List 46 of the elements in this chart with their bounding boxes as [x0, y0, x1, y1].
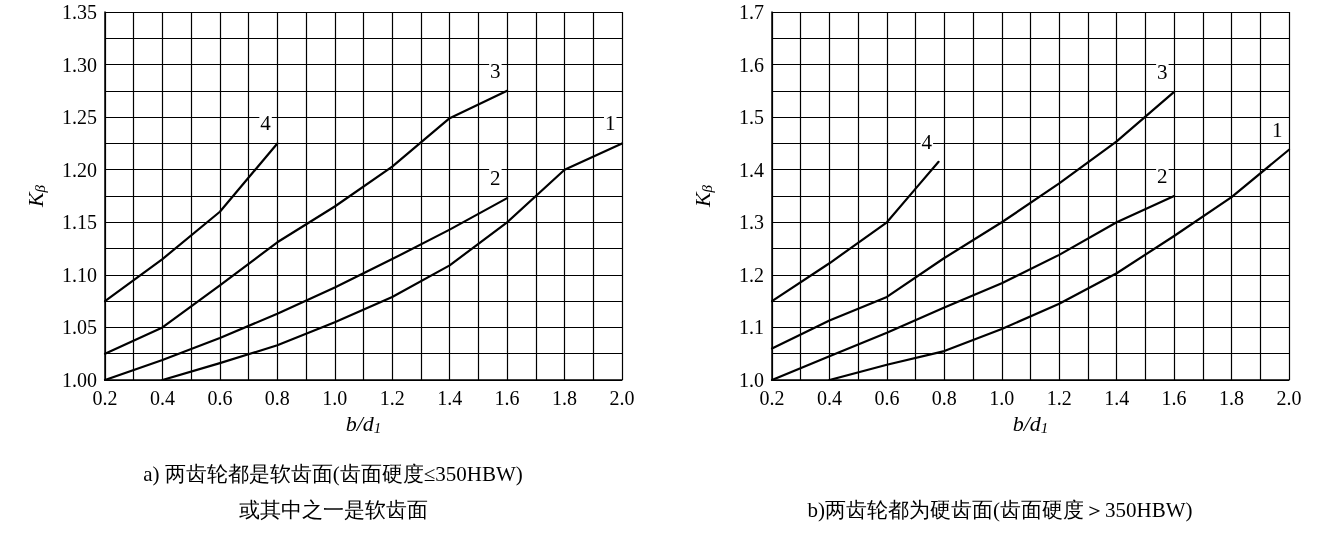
series-label: 1 [1272, 117, 1283, 142]
y-tick-label: 1.10 [62, 263, 97, 286]
text: a) 两齿轮都是软齿面(齿面硬度≤350HBW) 或其中之一是软齿面 [143, 462, 523, 522]
y-tick-label: 1.20 [62, 158, 97, 181]
y-tick-label: 1.25 [62, 106, 97, 129]
x-tick-label: 1.2 [379, 387, 405, 409]
x-tick-label: 1.6 [494, 387, 520, 409]
y-tick-label: 1.1 [739, 316, 764, 339]
series-label: 1 [605, 111, 616, 136]
x-tick-label: 0.8 [264, 387, 290, 409]
x-tick-label: 0.4 [816, 387, 842, 409]
x-tick-label: 1.0 [322, 387, 348, 409]
y-tick-label: 1.15 [62, 211, 97, 234]
y-tick-label: 1.30 [62, 53, 97, 76]
y-tick-label: 1.7 [739, 1, 764, 23]
series-label: 4 [260, 111, 272, 136]
x-axis-title: b/d1 [1012, 411, 1049, 437]
series-label: 2 [490, 166, 501, 191]
x-tick-label: 1.2 [1046, 387, 1072, 409]
x-tick-label: 1.4 [1104, 387, 1130, 409]
x-tick-label: 2.0 [609, 387, 635, 409]
y-tick-label: 1.5 [739, 106, 764, 129]
x-axis-title: b/d1 [345, 411, 382, 437]
series-label: 3 [1157, 59, 1168, 84]
x-tick-label: 2.0 [1276, 387, 1302, 409]
x-tick-label: 1.8 [1219, 387, 1245, 409]
x-tick-label: 1.4 [437, 387, 463, 409]
x-tick-label: 0.6 [207, 387, 233, 409]
y-tick-label: 1.2 [739, 263, 764, 286]
x-tick-label: 0.4 [149, 387, 175, 409]
y-axis-title: Kβ [690, 184, 715, 209]
y-tick-label: 1.6 [739, 53, 764, 76]
text: b)两齿轮都为硬齿面(齿面硬度＞350HBW) [807, 498, 1193, 522]
x-tick-label: 1.6 [1161, 387, 1187, 409]
y-tick-label: 1.4 [739, 158, 764, 181]
y-tick-label: 1.05 [62, 316, 97, 339]
y-tick-label: 1.35 [62, 1, 97, 23]
x-tick-label: 1.0 [989, 387, 1015, 409]
series-label: 4 [921, 129, 933, 154]
series-label: 2 [1157, 164, 1168, 188]
x-tick-label: 0.8 [931, 387, 957, 409]
series-label: 3 [490, 58, 501, 83]
y-tick-label: 1.3 [739, 211, 764, 234]
x-tick-label: 0.6 [874, 387, 900, 409]
y-axis-title: Kβ [23, 184, 48, 209]
x-tick-label: 1.8 [552, 387, 578, 409]
